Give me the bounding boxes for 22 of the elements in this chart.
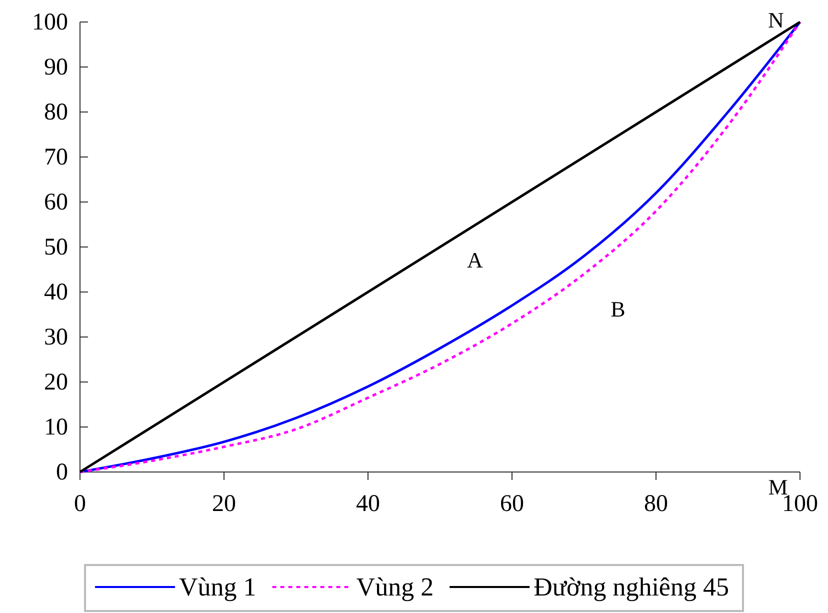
- y-tick-label: 10: [44, 414, 68, 441]
- x-tick-label: 0: [74, 491, 86, 518]
- x-tick-label: 20: [212, 491, 236, 518]
- y-tick-label: 60: [44, 190, 68, 216]
- legend-label: Vùng 1: [179, 572, 256, 602]
- y-tick-label: 70: [44, 144, 68, 171]
- annotation: N: [768, 8, 784, 32]
- y-tick-label: 40: [44, 280, 68, 306]
- y-tick-label: 30: [44, 324, 68, 351]
- y-tick-label: 90: [44, 54, 68, 81]
- x-tick-label: 40: [356, 491, 380, 518]
- annotation: B: [610, 296, 626, 322]
- x-tick-label: 80: [644, 491, 668, 518]
- legend-label: Đường nghiêng 45: [534, 572, 729, 602]
- y-tick-label: 20: [44, 370, 68, 396]
- x-tick-label: 60: [500, 491, 524, 518]
- y-tick-label: 50: [44, 234, 68, 261]
- y-tick-label: 0: [56, 460, 68, 486]
- y-tick-label: 100: [32, 10, 68, 36]
- legend-label: Vùng 2: [356, 572, 434, 602]
- annotation: A: [467, 248, 484, 272]
- y-tick-label: 80: [44, 100, 68, 126]
